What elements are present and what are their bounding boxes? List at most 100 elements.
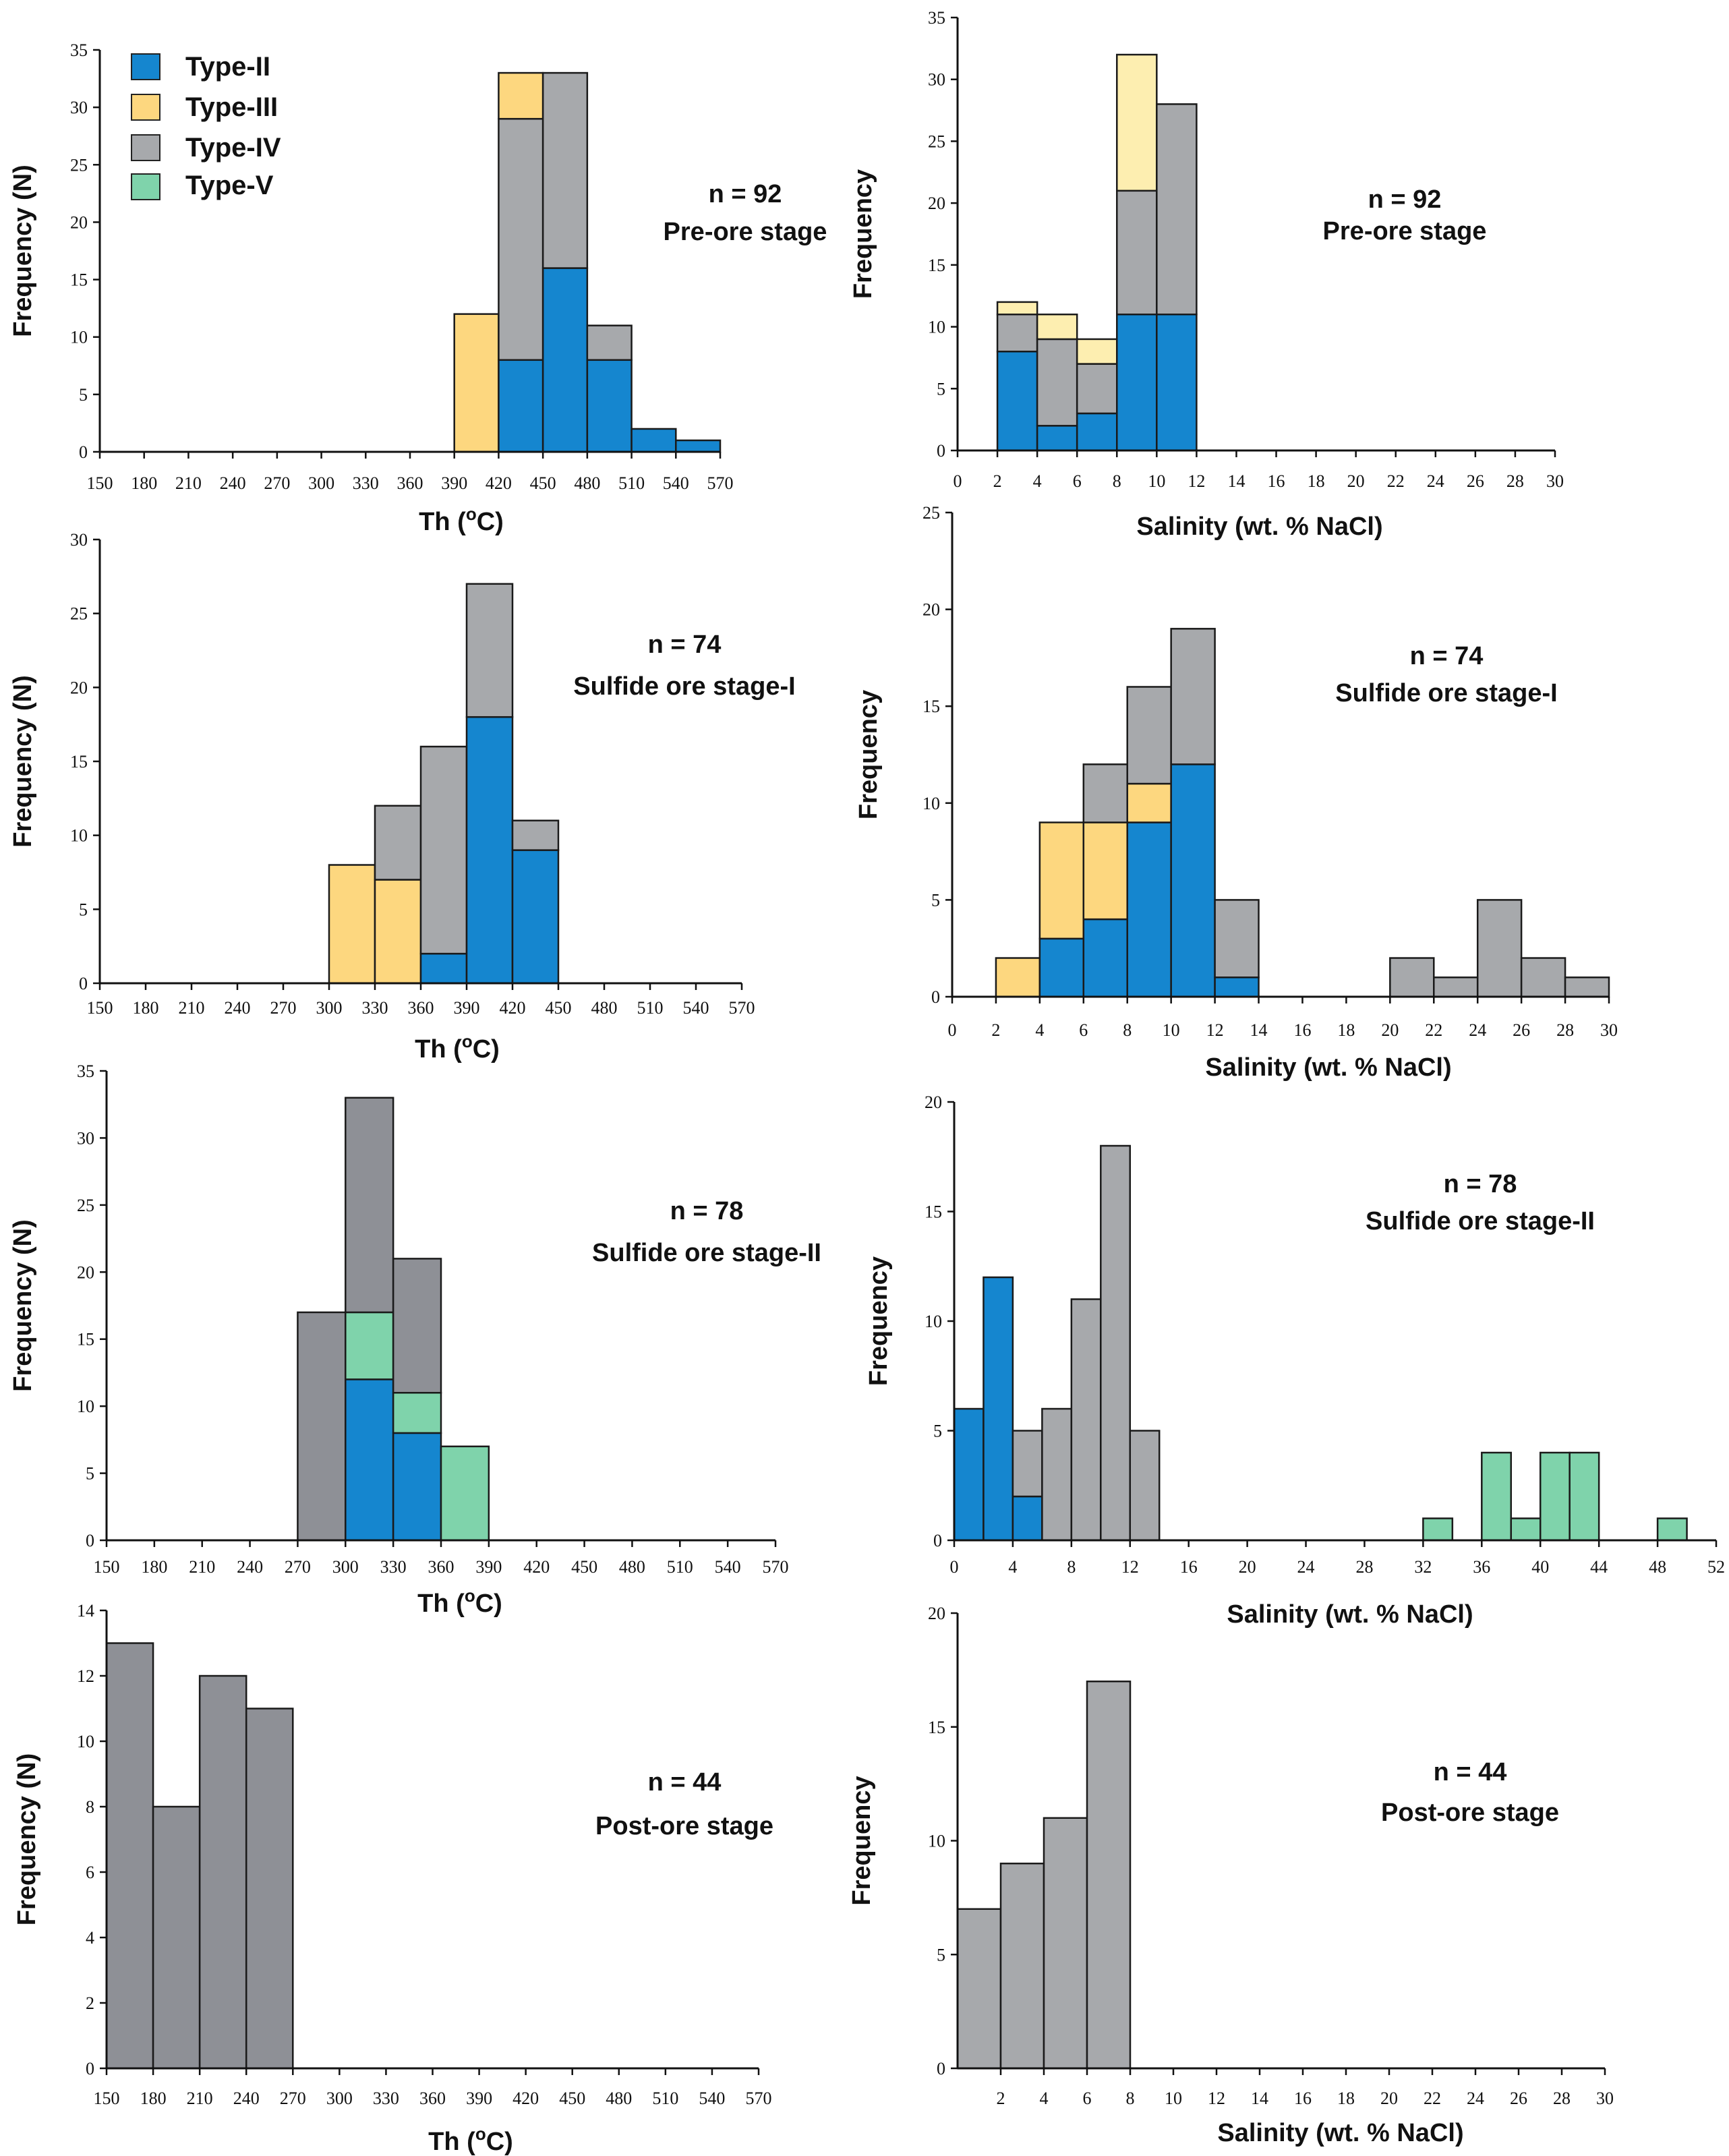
x-tick-label: 12 — [1188, 471, 1205, 491]
x-tick-label: 8 — [1113, 471, 1121, 491]
x-tick-label: 480 — [574, 473, 600, 493]
x-tick-label: 52 — [1707, 1557, 1725, 1577]
y-tick-label: 15 — [70, 270, 88, 290]
stage-annotation: Sulfide ore stage-II — [592, 1239, 821, 1267]
bar-type-ii-330 — [392, 1432, 442, 1542]
x-tick-label: 24 — [1469, 1020, 1486, 1040]
x-tick-label: 48 — [1649, 1557, 1666, 1577]
y-tick-label: 0 — [86, 2059, 94, 2078]
x-tick-label: 210 — [187, 2089, 213, 2108]
x-tick-label: 240 — [220, 473, 246, 493]
x-tick-label: 6 — [1083, 2089, 1092, 2108]
x-tick-label: 4 — [1040, 2089, 1049, 2108]
x-tick-label: 480 — [591, 998, 618, 1018]
y-tick-label: 6 — [86, 1863, 94, 1882]
bar-type-ii-2 — [996, 351, 1038, 452]
x-tick-label: 20 — [1381, 1020, 1399, 1040]
y-tick-label: 35 — [70, 40, 88, 60]
bar-type-ii-6 — [1076, 412, 1118, 452]
bar-type-ii-0 — [953, 1407, 985, 1542]
x-tick-label: 570 — [746, 2089, 772, 2108]
y-axis-label: Frequency (N) — [9, 1219, 37, 1391]
x-tick-label: 36 — [1473, 1557, 1490, 1577]
x-tick-label: 14 — [1227, 471, 1245, 491]
x-tick-label: 270 — [280, 2089, 306, 2108]
y-tick-label: 0 — [79, 442, 88, 462]
x-tick-label: 22 — [1425, 1020, 1442, 1040]
bar-type-iii-light-2 — [996, 301, 1038, 316]
bar-type-iv-0 — [956, 1908, 1002, 2070]
y-axis-label: Frequency (N) — [9, 675, 37, 847]
bar-type-v-42 — [1569, 1451, 1600, 1542]
x-tick-label: 8 — [1067, 1557, 1076, 1577]
bar-type-ii-390 — [465, 716, 514, 985]
bar-type-iv-4 — [1043, 1817, 1088, 2070]
y-tick-label: 25 — [70, 155, 88, 175]
y-tick-label: 15 — [922, 697, 940, 716]
y-tick-label: 5 — [937, 1945, 945, 1964]
x-tick-label: 300 — [308, 473, 334, 493]
bar-type-ii-4 — [1038, 937, 1085, 998]
bar-type-v-40 — [1539, 1451, 1571, 1542]
legend-label-type-ii: Type-II — [185, 52, 270, 82]
y-tick-label: 25 — [928, 132, 945, 151]
legend-label-type-iii: Type-III — [185, 92, 278, 122]
x-tick-label: 210 — [189, 1557, 215, 1577]
x-tick-label: 14 — [1250, 1020, 1268, 1040]
x-tick-label: 570 — [763, 1557, 789, 1577]
x-tick-label: 480 — [606, 2089, 632, 2108]
sample-count-annotation: n = 78 — [1444, 1170, 1517, 1198]
bar-type-ii-2 — [983, 1276, 1014, 1542]
x-axis-label: Th (oC) — [415, 1031, 500, 1064]
stage-annotation: Pre-ore stage — [664, 218, 827, 246]
sample-count-annotation: n = 44 — [648, 1768, 722, 1797]
y-tick-label: 5 — [931, 890, 940, 910]
x-tick-label: 390 — [441, 473, 467, 493]
x-tick-label: 12 — [1206, 1020, 1224, 1040]
y-tick-label: 30 — [70, 98, 88, 117]
y-tick-label: 10 — [928, 1832, 945, 1851]
y-tick-label: 20 — [70, 212, 88, 232]
stage-annotation: Sulfide ore stage-II — [1366, 1207, 1595, 1235]
x-tick-label: 240 — [225, 998, 251, 1018]
x-tick-label: 330 — [380, 1557, 407, 1577]
y-tick-label: 25 — [77, 1196, 94, 1215]
x-tick-label: 26 — [1513, 1020, 1530, 1040]
bar-type-iv-8 — [1116, 190, 1158, 316]
stage-annotation: Post-ore stage — [1381, 1799, 1559, 1827]
x-axis-label: Th (oC) — [419, 504, 504, 536]
y-tick-label: 15 — [77, 1330, 94, 1349]
x-tick-label: 270 — [270, 998, 297, 1018]
bar-type-iv-6 — [1082, 763, 1128, 823]
x-tick-label: 510 — [618, 473, 645, 493]
x-tick-label: 420 — [523, 1557, 550, 1577]
bar-type-iv-6 — [1041, 1407, 1073, 1542]
y-tick-label: 8 — [86, 1797, 94, 1817]
y-tick-label: 5 — [86, 1464, 94, 1484]
x-axis-label: Salinity (wt. % NaCl) — [1217, 2119, 1463, 2147]
bar-type-iv-dark-240 — [245, 1708, 294, 2070]
x-tick-label: 150 — [94, 2089, 120, 2108]
x-tick-label: 420 — [486, 473, 512, 493]
y-tick-label: 20 — [925, 1092, 942, 1112]
y-tick-label: 30 — [70, 530, 88, 550]
x-tick-label: 26 — [1467, 471, 1484, 491]
bar-type-iii-420 — [498, 71, 544, 120]
y-tick-label: 0 — [937, 441, 945, 461]
bar-type-iv-28 — [1564, 977, 1610, 998]
y-tick-label: 14 — [77, 1601, 94, 1621]
x-tick-label: 28 — [1355, 1557, 1373, 1577]
x-tick-label: 20 — [1380, 2089, 1398, 2108]
y-axis-label: Frequency (N) — [9, 165, 37, 337]
x-tick-label: 18 — [1308, 471, 1325, 491]
bar-type-iv-26 — [1520, 957, 1566, 998]
x-tick-label: 30 — [1546, 471, 1564, 491]
bar-type-ii-6 — [1082, 918, 1128, 998]
bar-type-ii-420 — [511, 849, 560, 985]
y-tick-label: 20 — [70, 678, 88, 697]
x-tick-label: 540 — [663, 473, 689, 493]
bar-type-ii-12 — [1214, 977, 1260, 998]
bar-type-iv-dark-150 — [105, 1642, 154, 2070]
bar-type-iv-420 — [498, 117, 544, 361]
x-tick-label: 360 — [397, 473, 423, 493]
